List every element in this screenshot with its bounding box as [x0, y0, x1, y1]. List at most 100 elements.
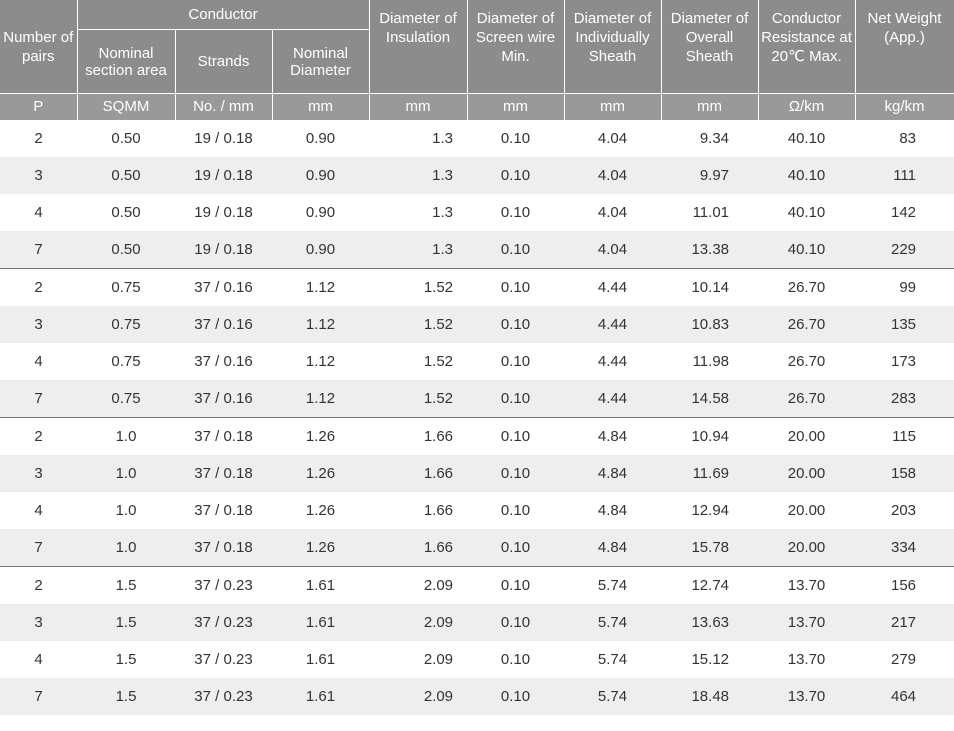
cell-nominal-diameter: 0.90	[272, 157, 370, 194]
cell-net-weight: 283	[855, 380, 954, 418]
table-row: 4 1.5 37 / 0.23 1.61 2.09 0.10 5.74 15.12 13.70 2…	[0, 641, 954, 678]
cell-net-weight: 111	[855, 157, 954, 194]
cell-insulation: 1.52	[369, 268, 468, 306]
cell-strands: 37 / 0.18	[175, 417, 272, 455]
cell-resistance: 13.70	[758, 678, 856, 715]
header-strands: Strands	[174, 29, 273, 94]
cell-screen-wire: 0.10	[467, 417, 565, 455]
cell-section-area: 1.5	[77, 604, 175, 641]
table-row: 3 1.0 37 / 0.18 1.26 1.66 0.10 4.84 11.69 20.00 1…	[0, 455, 954, 492]
cell-nominal-diameter: 1.12	[305, 353, 336, 370]
table-row: 7 0.75 37 / 0.16 1.12 1.52 0.10 4.44 14.58 26.70…	[0, 380, 954, 418]
cell-resistance: 20.00	[787, 502, 826, 519]
cell-screen-wire: 0.10	[500, 353, 531, 370]
cell-screen-wire: 0.10	[467, 678, 565, 715]
unit-pairs: P	[0, 93, 78, 120]
cell-overall-sheath: 10.83	[661, 306, 759, 343]
cell-overall-sheath: 12.94	[691, 502, 730, 519]
header-diameter-overall-sheath: Diameter of Overall Sheath	[660, 0, 759, 94]
cell-nominal-diameter: 1.12	[272, 380, 370, 418]
table-row: 2 0.50 19 / 0.18 0.90 1.3 0.10 4.04 9.34 40.10 83	[0, 120, 954, 157]
cell-individual-sheath: 5.74	[597, 651, 628, 668]
table-row: 3 1.5 37 / 0.23 1.61 2.09 0.10 5.74 13.63 13.70 2…	[0, 604, 954, 641]
cell-strands: 37 / 0.23	[175, 604, 272, 641]
cell-overall-sheath: 13.63	[661, 604, 759, 641]
table-row: 2 0.75 37 / 0.16 1.12 1.52 0.10 4.44 10.14 26.70…	[0, 268, 954, 306]
cell-section-area: 0.50	[111, 204, 141, 221]
cell-screen-wire: 0.10	[500, 130, 531, 147]
cell-pairs: 7	[0, 380, 77, 418]
cell-net-weight: 156	[855, 566, 954, 604]
cell-individual-sheath: 4.44	[564, 306, 662, 343]
cell-screen-wire: 0.10	[467, 455, 565, 492]
cell-net-weight: 229	[855, 231, 954, 269]
cell-individual-sheath: 4.84	[564, 417, 662, 455]
cell-screen-wire: 0.10	[467, 566, 565, 604]
cell-individual-sheath: 4.44	[564, 380, 662, 418]
cell-screen-wire: 0.10	[467, 157, 565, 194]
cell-strands: 19 / 0.18	[175, 157, 272, 194]
cell-insulation: 1.66	[369, 529, 468, 567]
cell-nominal-diameter: 1.61	[272, 566, 370, 604]
unit-resistance: Ω/km	[757, 93, 856, 120]
cell-pairs: 7	[0, 529, 77, 567]
header-net-weight: Net Weight (App.)	[854, 0, 954, 94]
cell-individual-sheath: 4.04	[597, 204, 628, 221]
header-number-of-pairs: Number of pairs	[0, 0, 78, 94]
cell-nominal-diameter: 1.26	[272, 417, 370, 455]
table-row: 2 1.0 37 / 0.18 1.26 1.66 0.10 4.84 10.94 20.00 1…	[0, 417, 954, 455]
cell-overall-sheath: 15.12	[691, 651, 730, 668]
cell-overall-sheath: 14.58	[661, 380, 759, 418]
cell-resistance: 40.10	[787, 130, 826, 147]
unit-overall-sheath: mm	[660, 93, 759, 120]
cell-pairs: 4	[34, 353, 43, 370]
cell-nominal-diameter: 1.61	[272, 678, 370, 715]
header-nominal-section-area: Nominal section area	[77, 29, 176, 94]
cell-pairs: 2	[34, 130, 43, 147]
cell-strands: 37 / 0.16	[194, 353, 253, 370]
unit-insulation: mm	[368, 93, 468, 120]
table-row: 7 1.5 37 / 0.23 1.61 2.09 0.10 5.74 18.48 13.70 4…	[0, 678, 954, 715]
unit-net-weight: kg/km	[854, 93, 954, 120]
cell-resistance: 13.70	[758, 566, 856, 604]
cell-overall-sheath: 10.94	[661, 417, 759, 455]
cell-nominal-diameter: 1.61	[305, 651, 336, 668]
cell-resistance: 26.70	[758, 268, 856, 306]
cell-nominal-diameter: 1.26	[272, 529, 370, 567]
cell-section-area: 0.75	[111, 353, 141, 370]
cell-insulation: 1.3	[432, 130, 454, 147]
cell-individual-sheath: 4.84	[564, 455, 662, 492]
cell-pairs: 3	[0, 157, 77, 194]
cell-resistance: 20.00	[758, 529, 856, 567]
cell-pairs: 3	[0, 455, 77, 492]
cell-insulation: 1.52	[369, 380, 468, 418]
cell-overall-sheath: 12.74	[661, 566, 759, 604]
header-conductor: Conductor	[76, 0, 370, 30]
cell-net-weight: 279	[890, 651, 917, 668]
cell-overall-sheath: 11.98	[692, 353, 730, 370]
cell-resistance: 13.70	[758, 604, 856, 641]
cell-net-weight: 99	[855, 268, 954, 306]
cell-insulation: 1.52	[423, 353, 454, 370]
table-row: 3 0.50 19 / 0.18 0.90 1.3 0.10 4.04 9.97 40.10 11…	[0, 157, 954, 194]
cell-insulation: 1.3	[369, 157, 468, 194]
unit-nominal-diameter: mm	[271, 93, 370, 120]
cell-resistance: 40.10	[758, 157, 856, 194]
unit-strands: No. / mm	[174, 93, 273, 120]
cell-strands: 19 / 0.18	[194, 130, 253, 147]
table-row: 7 0.50 19 / 0.18 0.90 1.3 0.10 4.04 13.38 40.10 2…	[0, 231, 954, 269]
cell-section-area: 0.50	[111, 130, 141, 147]
cell-pairs: 2	[0, 268, 77, 306]
cell-strands: 37 / 0.16	[175, 268, 272, 306]
cell-insulation: 1.3	[369, 231, 468, 269]
unit-screen-wire: mm	[466, 93, 565, 120]
cell-pairs: 4	[34, 502, 43, 519]
cell-strands: 37 / 0.23	[175, 566, 272, 604]
cell-insulation: 2.09	[369, 566, 468, 604]
table-row: 7 1.0 37 / 0.18 1.26 1.66 0.10 4.84 15.78 20.00 3…	[0, 529, 954, 567]
cell-individual-sheath: 4.44	[564, 268, 662, 306]
cell-resistance: 26.70	[758, 306, 856, 343]
cell-net-weight: 158	[855, 455, 954, 492]
cell-resistance: 26.70	[758, 380, 856, 418]
cell-screen-wire: 0.10	[500, 502, 531, 519]
